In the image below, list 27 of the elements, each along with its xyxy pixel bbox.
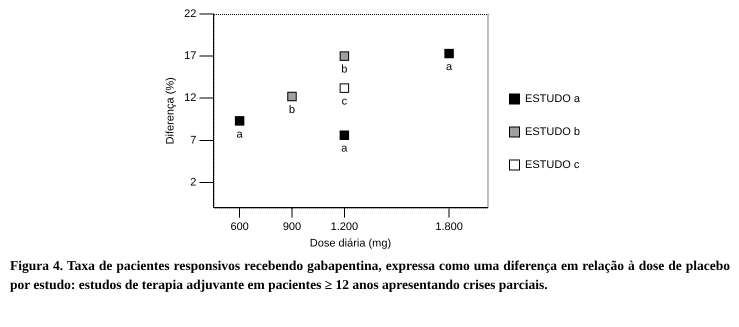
point (340, 51, 350, 61)
legend-label: ESTUDO c (524, 159, 580, 172)
y-tick-label: 2 (190, 176, 196, 188)
legend-label: ESTUDO b (524, 126, 580, 138)
x-tick-label: 900 (282, 221, 302, 234)
y-axis-title: Diferença (%) (164, 77, 177, 144)
point (444, 48, 454, 58)
annotation: a (236, 128, 244, 140)
legend-label: ESTUDO a (524, 93, 581, 106)
annotation: a (446, 61, 454, 74)
annotation: b (288, 104, 296, 116)
text: Figura 4. Taxa de pacientes responsivos recebendo gabapentina, expressa como uma diferença em relação à dose de placebo por estudo: estudos de terapia adjuvante em pacientes ≥ 12 anos apresentando crises parciais. (10, 257, 730, 294)
annotation: b (341, 64, 348, 76)
x-tick-label: 600 (230, 221, 249, 234)
point (340, 83, 350, 93)
y-tick-label: 17 (184, 50, 196, 62)
annotation: c (342, 96, 348, 108)
point (340, 130, 350, 140)
y-tick-label: 7 (190, 134, 196, 146)
point (234, 116, 244, 126)
x-tick-label: 1.800 (435, 221, 463, 234)
x-tick-label: 1.200 (330, 221, 358, 234)
y-tick-label: 22 (184, 8, 196, 20)
y-tick-label: 12 (184, 92, 196, 104)
x-axis-title: Dose diária (mg) (310, 237, 392, 250)
annotation: a (341, 142, 348, 155)
point (287, 92, 297, 102)
